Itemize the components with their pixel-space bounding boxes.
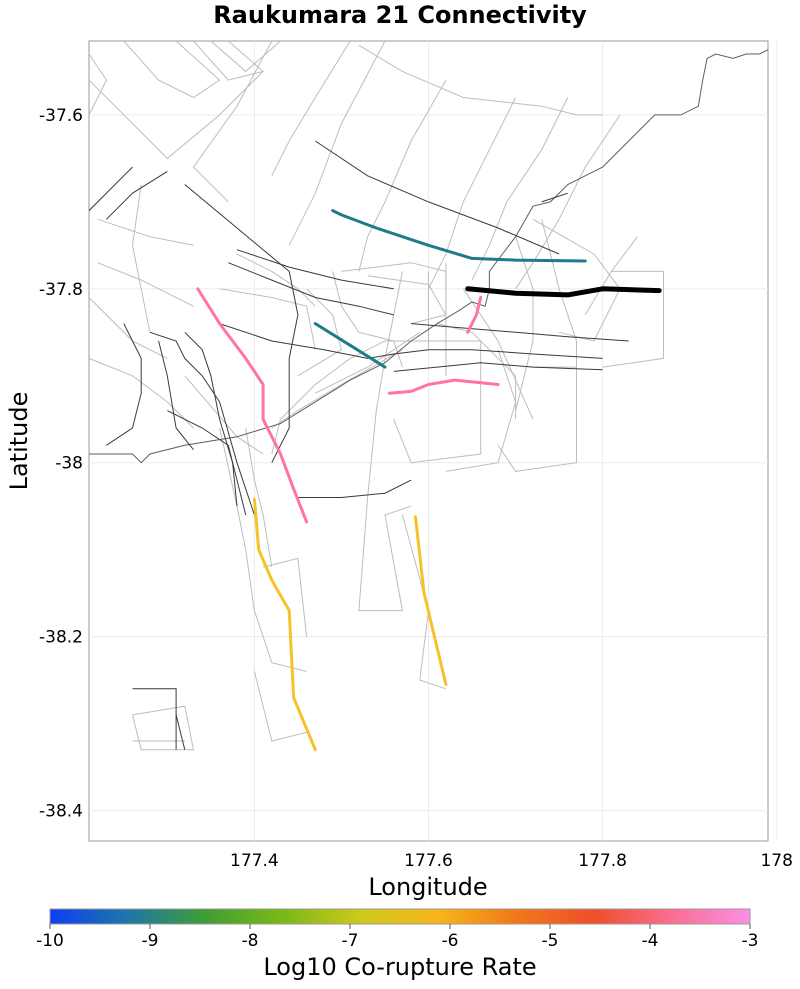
rupture-outline bbox=[471, 97, 569, 281]
fault-map-layer bbox=[89, 41, 768, 752]
fault-trace bbox=[236, 249, 394, 290]
rupture-outline bbox=[219, 427, 255, 611]
axis-ticks: 177.4 177.6 177.8 178 -37.6 -37.8 -38 -38.2 -38.… bbox=[39, 106, 793, 871]
rupture-outline bbox=[219, 288, 316, 350]
rupture-outline bbox=[253, 610, 307, 672]
x-tick-label: 177.8 bbox=[578, 851, 627, 871]
rupture-outline bbox=[367, 271, 403, 498]
rupture-outline bbox=[401, 514, 447, 690]
colorbar-tick-label: -5 bbox=[542, 931, 559, 951]
colorbar-gradient bbox=[49, 908, 751, 925]
colorbar-tick-label: -9 bbox=[142, 931, 159, 951]
connected-fault-section bbox=[413, 515, 448, 686]
rupture-outline bbox=[97, 218, 194, 246]
fault-trace bbox=[393, 362, 603, 372]
rupture-outline bbox=[332, 271, 403, 368]
fault-trace bbox=[89, 166, 133, 211]
rupture-outline bbox=[445, 349, 517, 472]
x-tick-label: 178 bbox=[760, 851, 792, 871]
rupture-outline bbox=[123, 41, 221, 99]
rupture-outline bbox=[428, 97, 517, 290]
y-tick-label: -38.2 bbox=[39, 628, 83, 648]
colorbar-title: Log10 Co-rupture Rate bbox=[263, 953, 536, 981]
rupture-outline bbox=[297, 288, 342, 377]
rupture-outline bbox=[515, 236, 534, 411]
x-tick-label: 177.6 bbox=[404, 851, 453, 871]
rupture-outline bbox=[462, 288, 534, 420]
connected-fault-section bbox=[313, 322, 387, 369]
fault-trace bbox=[315, 140, 560, 255]
rupture-outline bbox=[271, 349, 403, 429]
rupture-outline bbox=[288, 41, 386, 246]
fault-trace bbox=[158, 340, 194, 451]
rupture-outline bbox=[271, 41, 351, 177]
fault-trace bbox=[411, 323, 629, 342]
y-tick-label: -37.8 bbox=[39, 280, 83, 300]
fault-trace bbox=[297, 479, 412, 498]
rupture-outline bbox=[89, 71, 264, 160]
fault-trace bbox=[219, 323, 603, 359]
target-fault-section bbox=[465, 286, 662, 298]
rupture-outline bbox=[262, 557, 308, 637]
connected-fault-section bbox=[466, 296, 483, 334]
fault-trace bbox=[106, 170, 168, 220]
y-tick-label: -38 bbox=[55, 454, 83, 474]
fault-trace bbox=[106, 323, 142, 446]
rupture-outline bbox=[315, 331, 421, 394]
rupture-outline bbox=[132, 705, 195, 751]
rupture-outline bbox=[236, 253, 316, 307]
colorbar: -10 -9 -8 -7 -6 -5 -4 -3 Log10 Co-rupture Rate bbox=[36, 908, 758, 981]
connected-fault-section bbox=[196, 287, 309, 524]
x-axis-title: Longitude bbox=[368, 873, 487, 901]
y-axis-title: Latitude bbox=[5, 392, 33, 491]
fault-trace bbox=[167, 410, 247, 516]
rupture-outline bbox=[97, 262, 194, 307]
colorbar-tick-label: -3 bbox=[742, 931, 759, 951]
colorbar-tick-label: -4 bbox=[642, 931, 659, 951]
chart-title: Raukumara 21 Connectivity bbox=[213, 1, 587, 29]
rupture-outline bbox=[131, 184, 151, 333]
fault-trace bbox=[175, 714, 186, 750]
y-tick-label: -37.6 bbox=[39, 106, 83, 126]
rupture-outline bbox=[437, 323, 517, 420]
rupture-outline bbox=[89, 357, 194, 429]
colorbar-tick-label: -6 bbox=[442, 931, 459, 951]
fault-trace bbox=[184, 184, 299, 463]
rupture-outline bbox=[245, 427, 273, 568]
rupture-outline bbox=[192, 41, 273, 203]
colorbar-tick-label: -7 bbox=[342, 931, 359, 951]
rupture-outline bbox=[253, 671, 307, 742]
connected-fault-section bbox=[387, 378, 500, 395]
colorbar-ticks: -10 -9 -8 -7 -6 -5 -4 -3 bbox=[36, 924, 758, 951]
fault-trace bbox=[228, 262, 394, 316]
rupture-outline bbox=[358, 44, 603, 116]
y-tick-label: -38.4 bbox=[39, 802, 83, 822]
rupture-outline bbox=[210, 41, 281, 73]
fault-trace bbox=[184, 331, 238, 507]
colorbar-tick-label: -10 bbox=[36, 931, 64, 951]
connected-fault-section bbox=[331, 209, 587, 263]
colorbar-tick-label: -8 bbox=[242, 931, 259, 951]
fault-trace bbox=[149, 331, 255, 516]
rupture-outline bbox=[193, 41, 265, 81]
rupture-outline bbox=[358, 79, 447, 272]
rupture-outline bbox=[385, 340, 482, 464]
fault-trace bbox=[132, 688, 177, 750]
rupture-outline bbox=[89, 53, 107, 116]
rupture-outline bbox=[602, 270, 664, 368]
rupture-outline bbox=[358, 497, 412, 612]
rupture-outline bbox=[497, 366, 577, 472]
connected-fault-section bbox=[252, 497, 317, 752]
x-tick-label: 177.4 bbox=[230, 851, 279, 871]
fault-trace bbox=[541, 192, 568, 203]
